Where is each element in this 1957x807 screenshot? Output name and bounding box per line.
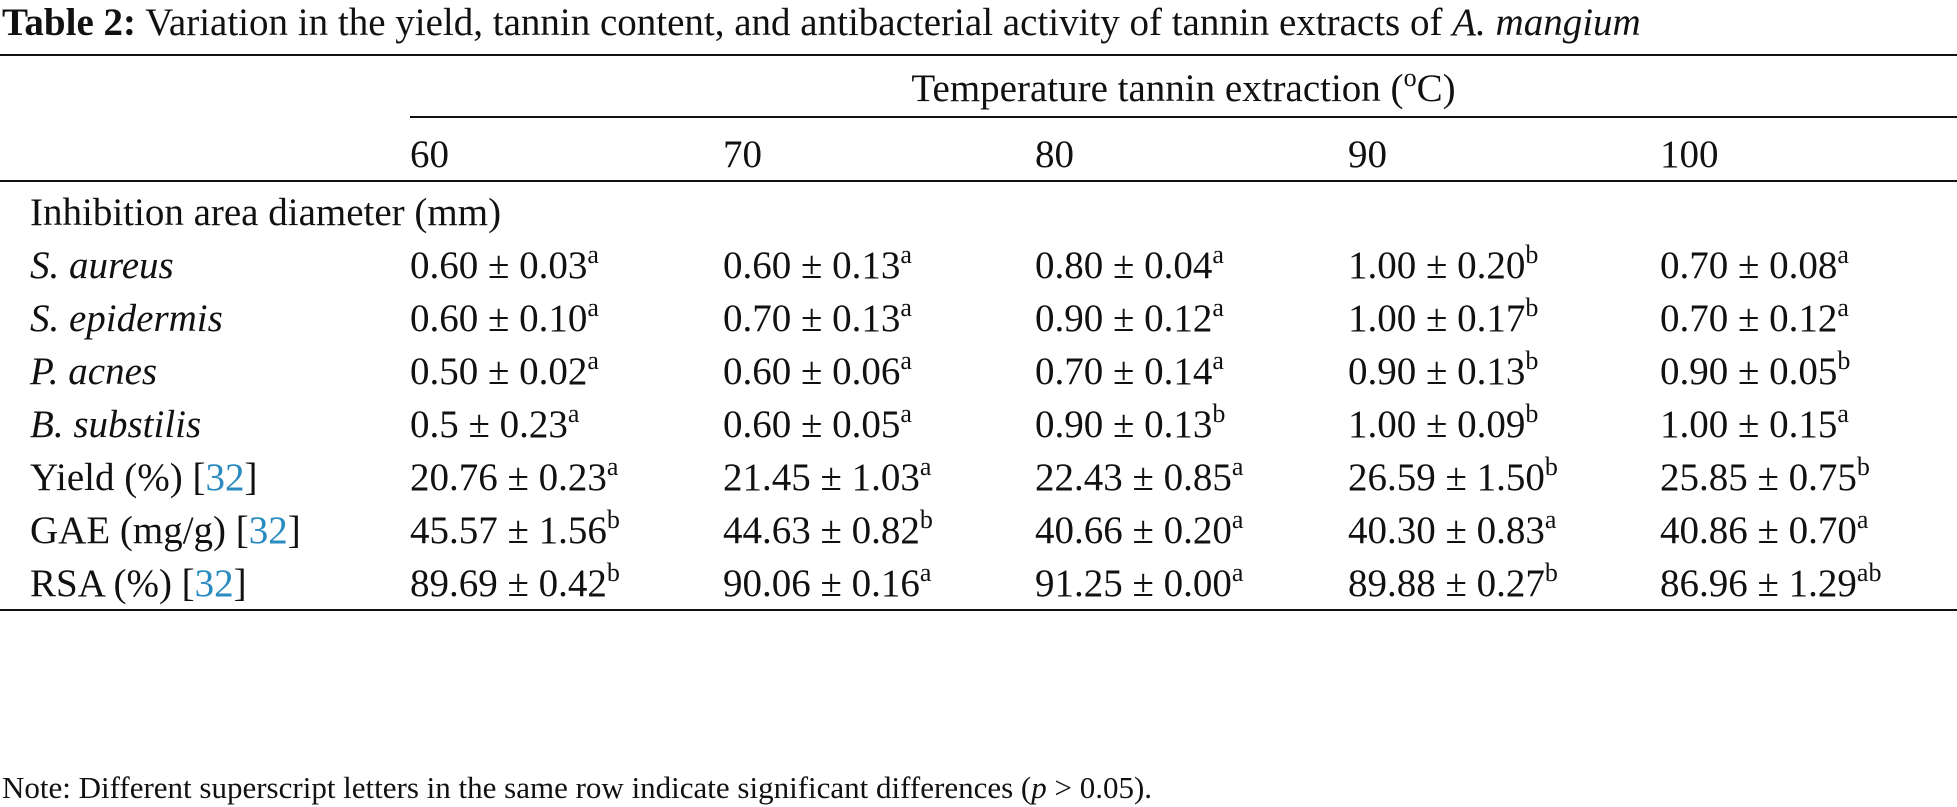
significance-letter: b [1525,240,1539,269]
significance-letter: b [1544,452,1558,481]
table-cell: 0.60 ± 0.03a [410,240,599,288]
row-label: GAE (mg/g) [32] [30,509,301,552]
significance-letter: a [1837,399,1849,428]
significance-letter: a [1837,240,1849,269]
significance-letter: a [1212,346,1224,375]
row-label: RSA (%) [32] [30,562,247,605]
significance-letter: b [1837,346,1851,375]
significance-letter: a [606,452,619,481]
significance-letter: b [919,505,933,534]
table-cell: 0.70 ± 0.13a [723,293,912,341]
significance-letter: a [1231,505,1244,534]
table-cell: 44.63 ± 0.82b [723,505,933,553]
table-cell: 0.70 ± 0.12a [1660,293,1849,341]
table-cell: 1.00 ± 0.20b [1348,240,1539,288]
significance-letter: a [1837,293,1849,322]
significance-letter: b [1525,399,1539,428]
significance-letter: b [1212,399,1226,428]
table-cell: 0.70 ± 0.08a [1660,240,1849,288]
table-cell: 21.45 ± 1.03a [723,452,932,500]
table-cell: 0.80 ± 0.04a [1035,240,1224,288]
header-bottom-rule [0,180,1957,182]
bottom-rule [0,609,1957,611]
table-note: Note: Different superscript letters in t… [2,770,1153,805]
caption-label: Table 2: [2,1,137,44]
reference-link[interactable]: 32 [194,562,234,605]
table-caption: Table 2: Variation in the yield, tannin … [2,0,1954,46]
column-header: 60 [410,133,449,176]
table-cell: 0.70 ± 0.14a [1035,346,1224,394]
table-cell: 1.00 ± 0.09b [1348,399,1539,447]
column-header: 80 [1035,133,1074,176]
caption-species: A. mangium [1452,1,1641,44]
table-cell: 0.90 ± 0.12a [1035,293,1224,341]
significance-letter: a [900,293,912,322]
table-cell: 0.90 ± 0.13b [1035,399,1226,447]
header-group-rule [410,116,1957,118]
column-header: 90 [1348,133,1387,176]
significance-letter: b [1525,346,1539,375]
significance-letter: a [900,346,912,375]
table-cell: 1.00 ± 0.15a [1660,399,1849,447]
significance-letter: ab [1856,558,1882,587]
table-cell: 0.60 ± 0.06a [723,346,912,394]
significance-letter: b [606,505,620,534]
column-header: 100 [1660,133,1719,176]
table-cell: 91.25 ± 0.00a [1035,558,1244,606]
significance-letter: b [1544,558,1558,587]
table-cell: 0.60 ± 0.10a [410,293,599,341]
table-cell: 0.60 ± 0.05a [723,399,912,447]
significance-letter: a [1212,293,1224,322]
significance-letter: a [587,240,599,269]
reference-link[interactable]: 32 [205,456,245,499]
table-cell: 26.59 ± 1.50b [1348,452,1558,500]
significance-letter: a [1231,558,1244,587]
caption-text: Variation in the yield, tannin content, … [145,1,1443,44]
table-cell: 22.43 ± 0.85a [1035,452,1244,500]
table-cell: 0.90 ± 0.13b [1348,346,1539,394]
significance-letter: a [919,452,932,481]
table-cell: 86.96 ± 1.29ab [1660,558,1882,606]
table-cell: 20.76 ± 0.23a [410,452,619,500]
significance-letter: a [900,240,912,269]
table-cell: 40.30 ± 0.83a [1348,505,1557,553]
significance-letter: a [919,558,932,587]
table-cell: 0.5 ± 0.23a [410,399,580,447]
header-group-title: Temperature tannin extraction (oC) [911,63,1456,111]
table-cell: 40.86 ± 0.70a [1660,505,1869,553]
table-cell: 45.57 ± 1.56b [410,505,620,553]
significance-letter: a [1544,505,1557,534]
table-cell: 1.00 ± 0.17b [1348,293,1539,341]
significance-letter: b [1856,452,1870,481]
top-rule [0,54,1957,56]
significance-letter: a [900,399,912,428]
significance-letter: a [587,293,599,322]
reference-link[interactable]: 32 [248,509,288,552]
significance-letter: b [606,558,620,587]
column-header: 70 [723,133,762,176]
significance-letter: a [1856,505,1869,534]
table-cell: 0.60 ± 0.13a [723,240,912,288]
significance-letter: b [1525,293,1539,322]
significance-letter: a [1231,452,1244,481]
significance-letter: a [567,399,580,428]
table-cell: 89.69 ± 0.42b [410,558,620,606]
table-cell: 90.06 ± 0.16a [723,558,932,606]
table-cell: 89.88 ± 0.27b [1348,558,1558,606]
row-label: S. aureus [30,244,174,287]
row-label: P. acnes [30,350,158,393]
table-cell: 40.66 ± 0.20a [1035,505,1244,553]
table-cell: 0.50 ± 0.02a [410,346,599,394]
row-label: B. substilis [30,403,202,446]
significance-letter: a [587,346,599,375]
row-label: S. epidermis [30,297,223,340]
significance-letter: a [1212,240,1224,269]
section-label: Inhibition area diameter (mm) [30,191,502,234]
table-cell: 0.90 ± 0.05b [1660,346,1851,394]
row-label: Yield (%) [32] [30,456,258,499]
table-cell: 25.85 ± 0.75b [1660,452,1870,500]
